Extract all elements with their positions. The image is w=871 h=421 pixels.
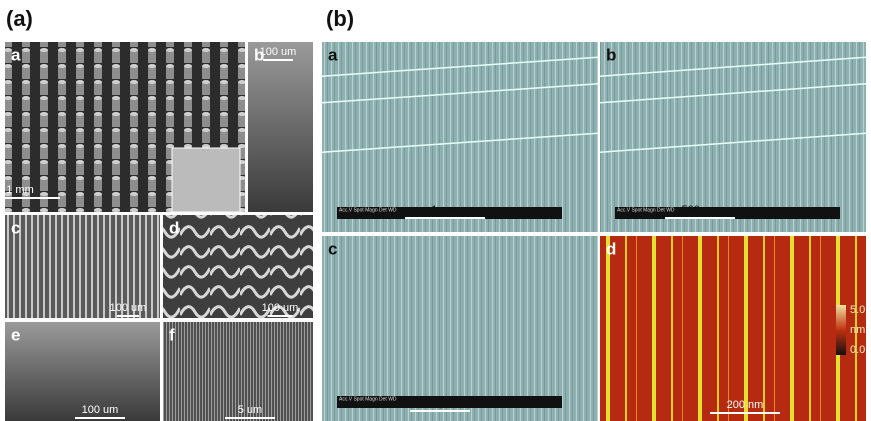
panel: d 200 nm 5.0 nm 0.0: [600, 236, 866, 421]
info-text: Acc.V Spot Magn Det WD: [339, 207, 397, 213]
panel-letter: c: [328, 239, 337, 258]
panel: c 100 um: [5, 215, 160, 318]
scale-bar-label: 100 um: [82, 404, 119, 416]
scale-bar-label: 1 mm: [6, 184, 34, 196]
scale-bar-label: 1 mm: [431, 204, 459, 216]
panel: a Acc.V Spot Magn Det WD 1 mm: [322, 42, 598, 232]
figure-label: (b): [326, 6, 354, 31]
panel: f 5 um: [163, 322, 313, 421]
panel-letter: a: [328, 45, 338, 64]
micrograph: [322, 42, 598, 232]
colorbar: [836, 305, 846, 355]
micrograph: [322, 236, 598, 421]
panel-letter: f: [169, 325, 175, 344]
panel: e 100 um: [5, 322, 160, 421]
scale-bar-label: 50 µm: [425, 397, 456, 409]
panel-letter: c: [11, 218, 20, 237]
colorbar-label: 0.0: [850, 344, 865, 356]
figure: (a) (b) a1 mmb100 umc100 umd100 ume100 u…: [0, 0, 871, 421]
panel-letter: a: [11, 45, 21, 64]
colorbar-label: nm: [850, 324, 865, 336]
scale-bar-label: 100 um: [262, 302, 299, 314]
colorbar-label: 5.0: [850, 304, 865, 316]
scale-bar-label: 500 µm: [682, 204, 719, 216]
panel: c Acc.V Spot Magn Det WD 50 µm: [322, 236, 598, 421]
info-text: Acc.V Spot Magn Det WD: [617, 207, 675, 213]
scale-bar-label: 100 um: [260, 46, 297, 58]
panel-letter: d: [169, 218, 179, 237]
panel: b Acc.V Spot Magn Det WD 500 µm: [600, 42, 866, 232]
scale-bar-label: 100 um: [110, 302, 147, 314]
panel-letter: d: [606, 239, 616, 258]
panel: d 100 um: [163, 215, 313, 318]
scale-bar-label: 5 um: [238, 404, 262, 416]
panel: a 1 mm: [0, 42, 245, 212]
scale-bar-label: 200 nm: [727, 399, 764, 411]
panel-letter: b: [606, 45, 616, 64]
figure-label: (a): [6, 6, 33, 31]
panel-letter: e: [11, 325, 20, 344]
micrograph: [600, 236, 866, 421]
micrograph: [248, 42, 313, 212]
info-text: Acc.V Spot Magn Det WD: [339, 396, 397, 402]
micrograph: [600, 42, 866, 232]
inset: [172, 148, 240, 212]
